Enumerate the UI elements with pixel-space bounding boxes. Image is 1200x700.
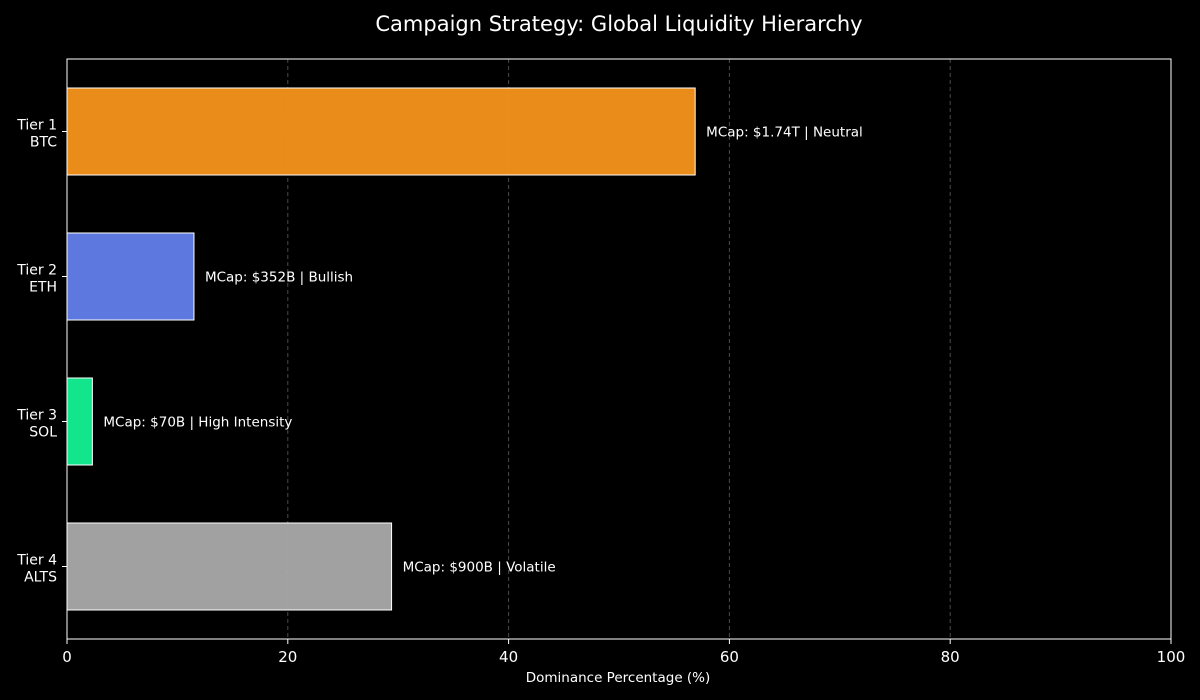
bar-sol	[66, 377, 93, 466]
data-label: MCap: $70B | High Intensity	[103, 415, 292, 431]
bar-alts	[66, 522, 393, 611]
bar-eth	[66, 232, 195, 321]
x-tick-label: 0	[62, 648, 72, 666]
bars	[66, 87, 696, 611]
category-asset-label: SOL	[29, 425, 57, 441]
data-labels: MCap: $1.74T | Neutral MCap: $352B | Bull…	[103, 125, 862, 576]
x-tick-label: 40	[499, 648, 518, 666]
category-tier-label: Tier 1	[16, 118, 57, 134]
category-asset-label: ALTS	[24, 570, 57, 586]
x-tick-label: 80	[941, 648, 960, 666]
plot-frame	[66, 58, 1172, 640]
x-tick-label: 20	[278, 648, 297, 666]
category-asset-label: BTC	[30, 135, 57, 151]
x-axis-ticks: 0 20 40 60 80 100	[62, 639, 1185, 666]
chart-title: Campaign Strategy: Global Liquidity Hier…	[375, 12, 862, 36]
category-asset-label: ETH	[29, 280, 57, 296]
x-tick-label: 100	[1157, 648, 1186, 666]
x-axis-label: Dominance Percentage (%)	[526, 670, 711, 686]
category-tier-label: Tier 3	[16, 408, 57, 424]
data-label: MCap: $900B | Volatile	[403, 560, 556, 576]
data-label: MCap: $352B | Bullish	[205, 270, 353, 286]
data-label: MCap: $1.74T | Neutral	[706, 125, 863, 141]
bar-btc	[66, 87, 696, 176]
x-tick-label: 60	[720, 648, 739, 666]
category-tier-label: Tier 4	[16, 553, 57, 569]
category-tier-label: Tier 2	[16, 263, 57, 279]
